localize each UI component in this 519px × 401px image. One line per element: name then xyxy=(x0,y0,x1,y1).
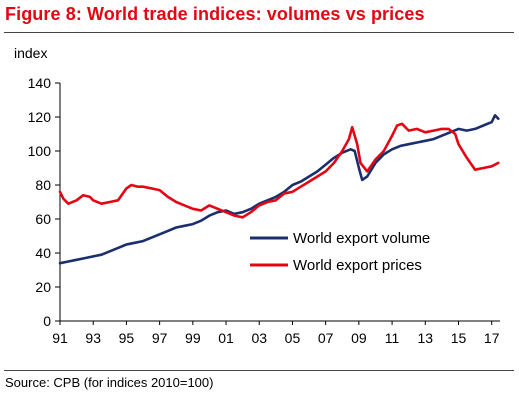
x-tick-label: 17 xyxy=(484,330,500,346)
figure-title: Figure 8: World trade indices: volumes v… xyxy=(5,4,425,24)
y-tick-label: 100 xyxy=(28,143,52,159)
legend-entry-prices: World export prices xyxy=(250,257,422,274)
x-tick-label: 99 xyxy=(185,330,201,346)
x-axis: 91 93 95 97 99 01 03 05 07 09 11 13 15 17 xyxy=(52,320,500,346)
y-tick-label: 140 xyxy=(28,75,52,91)
y-axis: 0 20 40 60 80 100 120 140 xyxy=(28,75,61,329)
x-tick-label: 03 xyxy=(251,330,267,346)
source-divider xyxy=(4,370,514,371)
x-tick-label: 93 xyxy=(85,330,101,346)
y-tick-label: 120 xyxy=(28,109,52,125)
series-lines xyxy=(58,114,500,265)
y-tick-label: 80 xyxy=(35,177,51,193)
y-tick-label: 40 xyxy=(35,245,51,261)
x-tick-label: 11 xyxy=(385,330,400,346)
y-axis-label: index xyxy=(14,45,47,61)
x-tick-label: 13 xyxy=(417,330,433,346)
x-tick-label: 91 xyxy=(52,330,68,346)
y-tick-label: 60 xyxy=(35,211,51,227)
x-tick-label: 95 xyxy=(119,330,135,346)
x-tick-label: 09 xyxy=(351,330,367,346)
source-note: Source: CPB (for indices 2010=100) xyxy=(5,375,214,390)
x-tick-label: 15 xyxy=(451,330,467,346)
legend-label: World export prices xyxy=(293,257,422,274)
volume-series-line xyxy=(58,114,500,265)
title-divider xyxy=(4,32,514,33)
x-tick-label: 97 xyxy=(152,330,168,346)
x-tick-label: 07 xyxy=(318,330,334,346)
legend: World export volume World export prices xyxy=(250,230,430,274)
y-tick-label: 20 xyxy=(35,279,51,295)
prices-series-line xyxy=(58,122,500,219)
y-tick-label: 0 xyxy=(43,313,51,329)
legend-label: World export volume xyxy=(293,230,430,247)
x-tick-label: 05 xyxy=(285,330,301,346)
legend-entry-volume: World export volume xyxy=(250,230,430,247)
x-tick-label: 01 xyxy=(218,330,234,346)
